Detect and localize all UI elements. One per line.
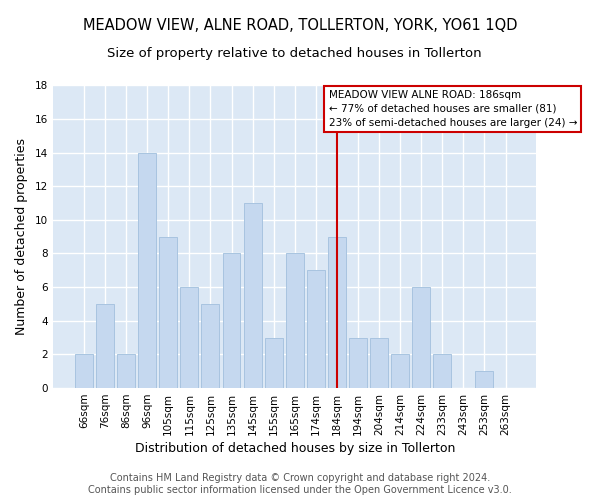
Bar — [160, 236, 177, 388]
Text: Contains HM Land Registry data © Crown copyright and database right 2024.
Contai: Contains HM Land Registry data © Crown c… — [88, 474, 512, 495]
Y-axis label: Number of detached properties: Number of detached properties — [15, 138, 28, 335]
X-axis label: Distribution of detached houses by size in Tollerton: Distribution of detached houses by size … — [134, 442, 455, 455]
Bar — [202, 304, 220, 388]
Bar — [75, 354, 93, 388]
Bar — [475, 371, 493, 388]
Bar — [391, 354, 409, 388]
Bar — [223, 254, 241, 388]
Bar — [96, 304, 114, 388]
Bar — [265, 338, 283, 388]
Bar — [181, 287, 199, 388]
Bar — [286, 254, 304, 388]
Bar — [370, 338, 388, 388]
Bar — [412, 287, 430, 388]
Bar — [433, 354, 451, 388]
Title: Size of property relative to detached houses in Tollerton: Size of property relative to detached ho… — [107, 48, 482, 60]
Text: MEADOW VIEW ALNE ROAD: 186sqm
← 77% of detached houses are smaller (81)
23% of s: MEADOW VIEW ALNE ROAD: 186sqm ← 77% of d… — [329, 90, 577, 128]
Bar — [244, 203, 262, 388]
Text: MEADOW VIEW, ALNE ROAD, TOLLERTON, YORK, YO61 1QD: MEADOW VIEW, ALNE ROAD, TOLLERTON, YORK,… — [83, 18, 517, 32]
Bar — [117, 354, 135, 388]
Bar — [307, 270, 325, 388]
Bar — [328, 236, 346, 388]
Bar — [138, 152, 156, 388]
Bar — [349, 338, 367, 388]
